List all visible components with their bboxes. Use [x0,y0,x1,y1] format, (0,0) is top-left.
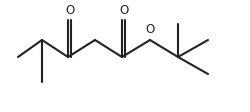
Text: O: O [119,4,128,17]
Text: O: O [146,23,154,36]
Text: O: O [65,4,74,17]
